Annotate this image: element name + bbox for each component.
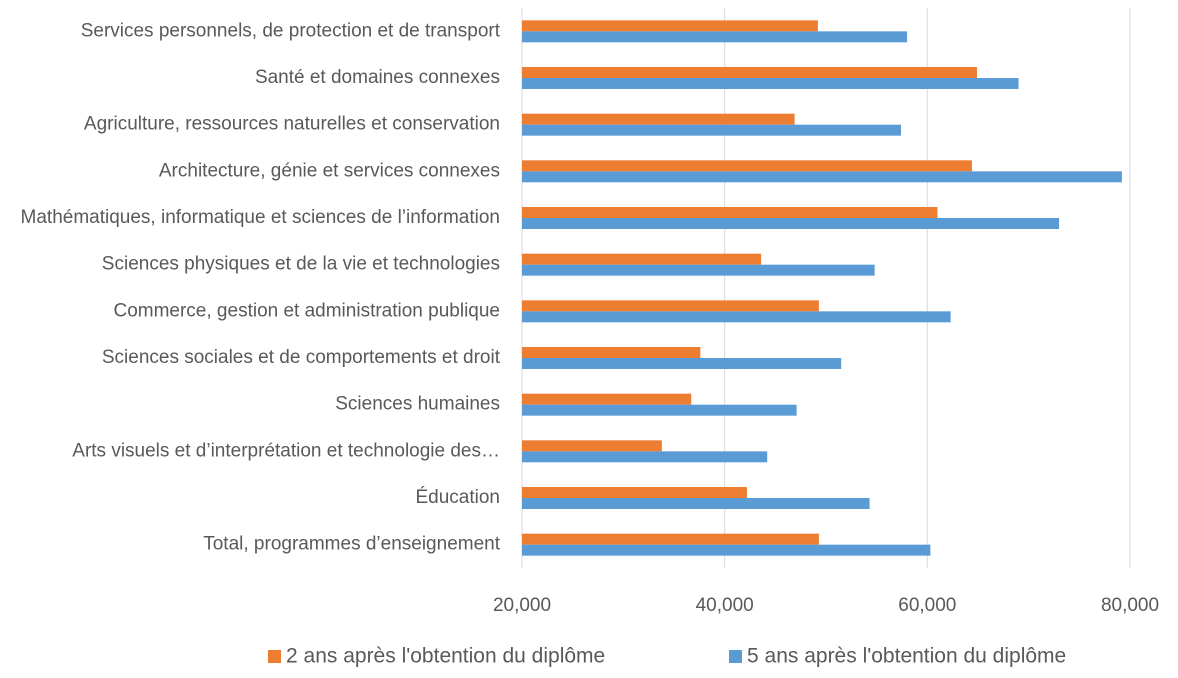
bar <box>522 207 938 218</box>
legend-swatch <box>729 650 742 663</box>
y-tick-label: Mathématiques, informatique et sciences … <box>21 207 500 228</box>
bar <box>522 440 662 452</box>
bar <box>522 451 768 463</box>
bar <box>522 124 901 136</box>
bar <box>522 544 931 556</box>
y-tick-label: Éducation <box>415 487 500 508</box>
legend-label: 5 ans après l'obtention du diplôme <box>747 645 1066 668</box>
bar <box>522 253 762 265</box>
x-tick-label: 60,000 <box>898 595 956 616</box>
bar <box>522 67 977 78</box>
bar <box>522 393 692 405</box>
bar <box>522 218 1060 229</box>
y-tick-label: Sciences humaines <box>335 394 500 415</box>
bar <box>522 31 908 43</box>
y-tick-label: Services personnels, de protection et de… <box>81 20 501 41</box>
bar <box>522 347 701 358</box>
bar <box>522 171 1122 183</box>
y-tick-label: Total, programmes d’enseignement <box>203 534 500 555</box>
bar <box>522 498 870 509</box>
y-tick-label: Santé et domaines connexes <box>255 67 500 88</box>
x-tick-label: 20,000 <box>493 595 551 616</box>
bar <box>522 487 747 498</box>
bar <box>522 358 842 369</box>
bar <box>522 20 818 32</box>
y-tick-label: Sciences sociales et de comportements et… <box>102 347 501 368</box>
bar <box>522 533 819 545</box>
y-tick-label: Agriculture, ressources naturelles et co… <box>84 114 500 135</box>
x-tick-label: 40,000 <box>696 595 754 616</box>
legend-swatch <box>268 650 281 663</box>
bar <box>522 404 797 416</box>
bar <box>522 113 795 125</box>
bar <box>522 160 972 172</box>
legend-label: 2 ans après l'obtention du diplôme <box>286 645 605 668</box>
y-tick-label: Commerce, gestion et administration publ… <box>113 300 500 321</box>
y-tick-label: Architecture, génie et services connexes <box>159 160 500 181</box>
x-tick-label: 80,000 <box>1101 595 1159 616</box>
y-tick-label: Arts visuels et d’interprétation et tech… <box>72 440 500 461</box>
y-tick-label: Sciences physiques et de la vie et techn… <box>102 254 500 275</box>
bar <box>522 300 819 312</box>
bar <box>522 78 1019 89</box>
bar <box>522 311 951 323</box>
bar <box>522 264 875 276</box>
